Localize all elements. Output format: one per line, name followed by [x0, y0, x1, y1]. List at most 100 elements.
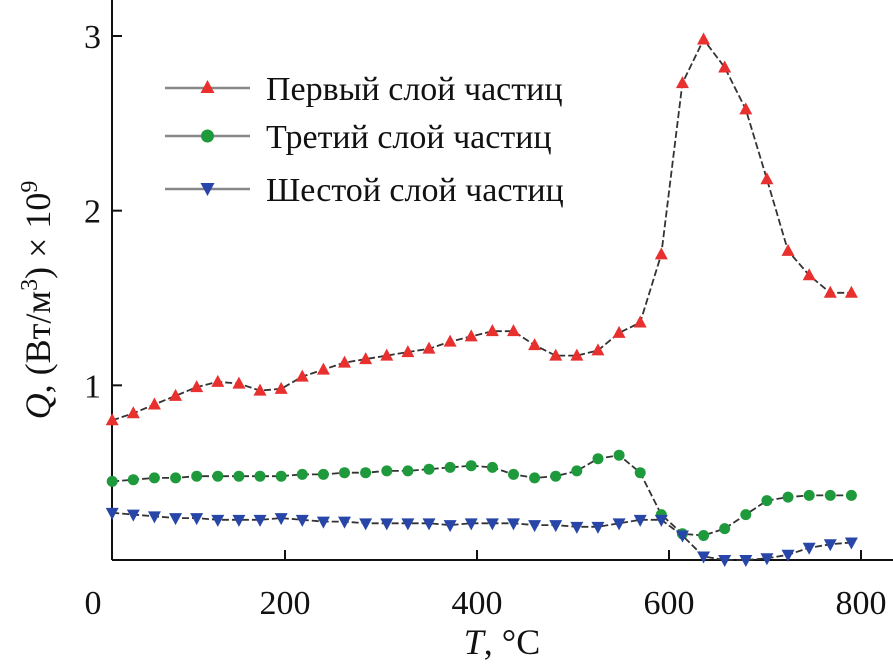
data-point: [169, 513, 183, 526]
data-point: [190, 380, 204, 393]
y-axis-mult: ) × 10: [18, 193, 58, 279]
data-point: [126, 509, 140, 522]
data-point: [316, 362, 330, 375]
data-point: [443, 334, 457, 347]
y-tick-label-1: 1: [84, 368, 101, 405]
legend-label-first: Первый слой частиц: [266, 71, 563, 108]
data-point: [296, 468, 308, 480]
data-point: [802, 542, 816, 555]
data-point: [823, 539, 837, 552]
data-point: [782, 491, 794, 503]
data-point: [697, 551, 711, 564]
data-point: [105, 413, 119, 426]
data-point: [592, 453, 604, 465]
data-point: [824, 489, 836, 501]
data-point: [402, 465, 414, 477]
data-point: [612, 518, 626, 531]
data-point: [464, 518, 478, 531]
data-point: [147, 397, 161, 410]
data-point: [591, 521, 605, 534]
data-point: [781, 243, 795, 256]
data-point: [380, 518, 394, 531]
data-point: [212, 470, 224, 482]
data-point: [105, 507, 119, 520]
x-tick-label-800: 800: [836, 585, 887, 622]
data-point: [740, 509, 752, 521]
data-point: [591, 343, 605, 356]
y-axis-unit-sup: 3: [17, 279, 43, 291]
data-point: [612, 325, 626, 338]
data-point: [654, 247, 668, 260]
x-axis-var: T: [464, 622, 487, 662]
data-point: [464, 329, 478, 342]
data-point: [147, 511, 161, 524]
data-point: [845, 489, 857, 501]
legend-marker-third: [201, 129, 214, 143]
x-tick-label-400: 400: [452, 585, 503, 622]
data-point: [254, 470, 266, 482]
legend-label-sixth: Шестой слой частиц: [266, 172, 564, 209]
legend-entry-first: Первый слой частиц: [165, 71, 563, 108]
data-point: [360, 467, 372, 479]
data-point: [211, 374, 225, 387]
data-point: [613, 449, 625, 461]
data-point: [633, 514, 647, 527]
series-layer: [105, 32, 858, 567]
y-axis-unit: , (Вт/м: [18, 291, 58, 394]
data-point: [781, 549, 795, 562]
data-point: [190, 513, 204, 526]
data-point: [528, 338, 542, 351]
data-point: [401, 518, 415, 531]
data-point: [803, 489, 815, 501]
data-point: [295, 514, 309, 527]
data-point: [718, 555, 732, 567]
legend-label-third: Третий слой частиц: [266, 119, 552, 156]
data-point: [127, 474, 139, 486]
data-point: [718, 60, 732, 73]
data-point: [761, 495, 773, 507]
data-point: [465, 460, 477, 472]
data-point: [422, 341, 436, 354]
data-point: [654, 514, 668, 527]
data-point: [719, 523, 731, 535]
data-point: [844, 537, 858, 550]
data-point: [444, 461, 456, 473]
data-point: [634, 467, 646, 479]
data-point: [443, 520, 457, 533]
data-point: [485, 518, 499, 531]
data-point: [380, 348, 394, 361]
data-point: [316, 516, 330, 529]
data-point: [571, 465, 583, 477]
data-point: [106, 475, 118, 487]
x-tick-label-0: 0: [85, 585, 102, 622]
y-axis-label: Q, (Вт/м3) × 109: [17, 181, 58, 420]
ticks: 0 200 400 600 800 1 2 3: [84, 19, 887, 622]
data-point: [339, 467, 350, 479]
data-point: [823, 285, 837, 298]
data-point: [697, 32, 711, 45]
data-point: [253, 514, 267, 527]
data-point: [698, 530, 710, 541]
data-point: [401, 345, 415, 358]
data-point: [506, 518, 520, 531]
x-tick-label-600: 600: [644, 585, 695, 622]
data-point: [232, 376, 246, 389]
data-point: [423, 463, 435, 475]
data-point: [760, 172, 774, 185]
data-point: [191, 470, 203, 482]
data-point: [506, 324, 520, 337]
data-point: [359, 518, 373, 531]
y-axis-var: Q: [18, 393, 58, 419]
data-point: [295, 369, 309, 382]
data-point: [633, 315, 647, 328]
y-axis-mult-sup: 9: [17, 181, 43, 193]
x-tick-label-200: 200: [260, 585, 311, 622]
data-point: [844, 285, 858, 298]
x-axis-unit: , °C: [484, 622, 540, 662]
data-point: [486, 461, 498, 473]
data-point: [675, 530, 689, 543]
data-point: [739, 102, 753, 115]
data-point: [570, 521, 584, 534]
data-point: [381, 465, 393, 477]
